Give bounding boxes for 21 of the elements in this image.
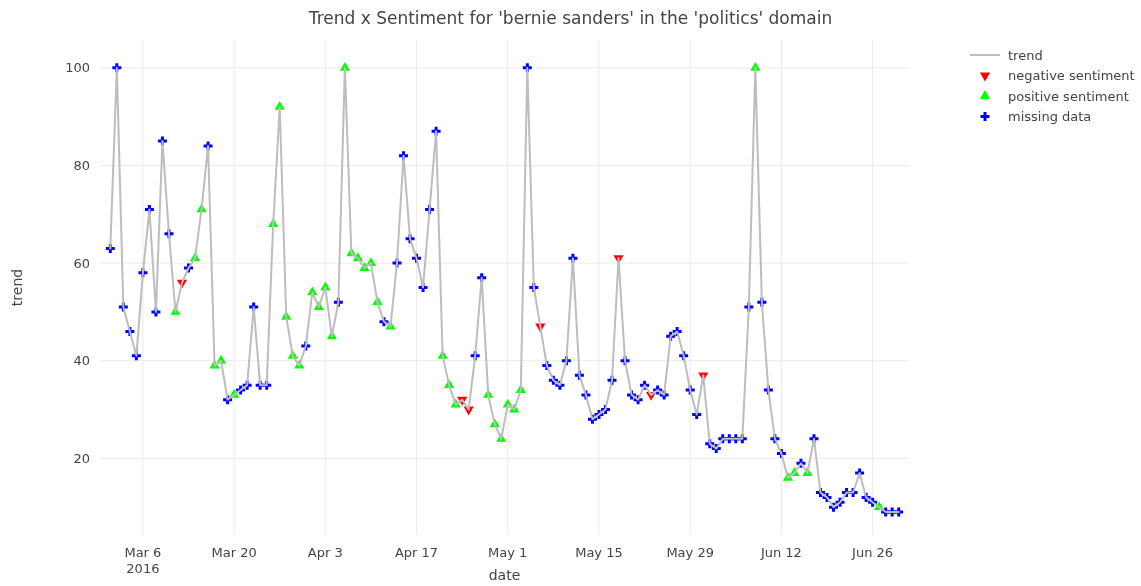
y-tick-label: 40	[73, 353, 90, 369]
y-tick-label: 80	[73, 157, 90, 173]
x-tick-label: May 1	[488, 545, 528, 560]
x-tick-label: Apr 17	[394, 545, 439, 560]
y-tick-label: 100	[65, 60, 90, 76]
x-tick-label: May 29	[666, 545, 714, 560]
x-axis-title: date	[488, 567, 521, 583]
y-tick-label: 60	[73, 255, 90, 271]
chart-title: Trend x Sentiment for 'bernie sanders' in the 'politics' domain	[307, 8, 833, 28]
legend-label: negative sentiment	[1008, 68, 1135, 83]
y-axis-title: trend	[9, 268, 25, 307]
x-tick-label: Apr 3	[307, 545, 343, 560]
x-tick-label: May 15	[575, 545, 623, 560]
legend-label: missing data	[1008, 109, 1092, 124]
x-tick-label: Jun 26	[851, 545, 894, 560]
legend-label: trend	[1008, 47, 1043, 63]
x-tick-label: Jun 12	[759, 545, 802, 560]
legend-label: positive sentiment	[1008, 88, 1129, 104]
x-tick-label: Mar 20	[211, 545, 257, 560]
x-tick-label: Mar 6 2016	[124, 545, 162, 576]
y-tick-label: 20	[73, 450, 90, 466]
